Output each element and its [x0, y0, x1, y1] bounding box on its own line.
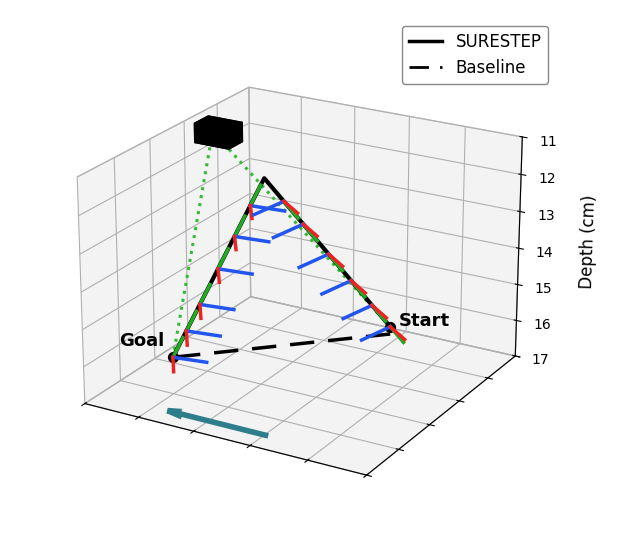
Legend: SURESTEP, Baseline: SURESTEP, Baseline: [402, 26, 548, 84]
